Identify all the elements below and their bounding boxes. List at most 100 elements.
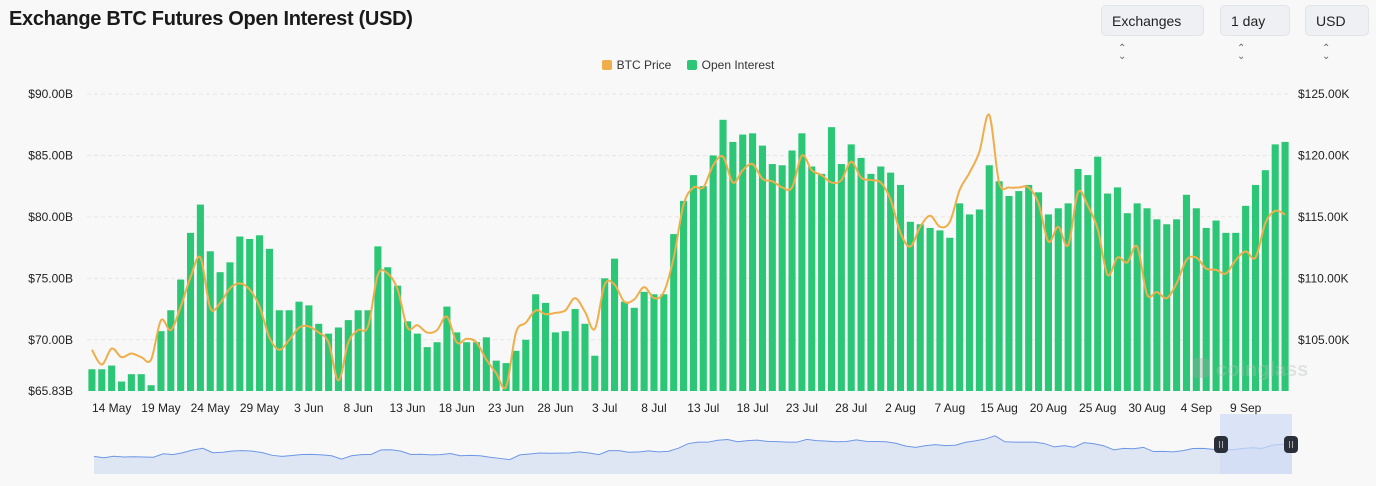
open-interest-bar[interactable] <box>946 237 954 391</box>
legend-item-btc-price[interactable]: BTC Price <box>601 58 671 72</box>
currency-select[interactable]: USD ⌃ ⌄ <box>1305 5 1369 62</box>
open-interest-bar[interactable] <box>443 306 451 391</box>
navigator-handle[interactable] <box>1214 436 1228 453</box>
open-interest-bar[interactable] <box>1015 191 1023 391</box>
open-interest-bar[interactable] <box>788 150 796 391</box>
legend-item-open-interest[interactable]: Open Interest <box>686 58 774 72</box>
open-interest-bar[interactable] <box>206 251 214 391</box>
open-interest-bar[interactable] <box>956 203 964 391</box>
open-interest-bar[interactable] <box>1261 170 1269 391</box>
open-interest-bar[interactable] <box>137 374 145 391</box>
open-interest-bar[interactable] <box>1025 184 1033 391</box>
open-interest-bar[interactable] <box>512 350 520 391</box>
open-interest-bar[interactable] <box>995 181 1003 391</box>
open-interest-bar[interactable] <box>827 127 836 391</box>
open-interest-bar[interactable] <box>541 302 550 391</box>
open-interest-bar[interactable] <box>1212 220 1220 391</box>
open-interest-bar[interactable] <box>167 310 175 391</box>
open-interest-bar[interactable] <box>334 327 342 391</box>
open-interest-bar[interactable] <box>117 381 126 391</box>
open-interest-bar[interactable] <box>453 332 461 391</box>
open-interest-bar[interactable] <box>315 323 323 391</box>
open-interest-bar[interactable] <box>768 164 776 391</box>
open-interest-bar[interactable] <box>1192 208 1200 391</box>
open-interest-bar[interactable] <box>295 301 303 391</box>
open-interest-bar[interactable] <box>719 119 727 391</box>
open-interest-bar[interactable] <box>216 272 224 391</box>
open-interest-bar[interactable] <box>1222 232 1230 391</box>
open-interest-bar[interactable] <box>857 157 865 391</box>
open-interest-bar[interactable] <box>1074 168 1082 391</box>
open-interest-bar[interactable] <box>551 332 559 391</box>
open-interest-bar[interactable] <box>403 321 412 391</box>
open-interest-bar[interactable] <box>620 301 628 391</box>
open-interest-bar[interactable] <box>985 165 993 391</box>
open-interest-bar[interactable] <box>502 363 510 391</box>
open-interest-bar[interactable] <box>916 224 924 391</box>
open-interest-bar[interactable] <box>88 369 96 391</box>
open-interest-bar[interactable] <box>492 360 500 391</box>
open-interest-bar[interactable] <box>778 165 786 391</box>
open-interest-bar[interactable] <box>965 214 974 391</box>
open-interest-bar[interactable] <box>975 209 983 391</box>
open-interest-bar[interactable] <box>265 248 273 391</box>
interval-select[interactable]: 1 day ⌃ ⌄ <box>1220 5 1290 62</box>
open-interest-bar[interactable] <box>394 285 402 391</box>
open-interest-bar[interactable] <box>729 141 737 391</box>
open-interest-bar[interactable] <box>798 133 806 391</box>
open-interest-bar[interactable] <box>157 331 165 391</box>
open-interest-bar[interactable] <box>680 200 688 391</box>
open-interest-bar[interactable] <box>758 145 767 391</box>
open-interest-bar[interactable] <box>630 307 638 391</box>
btc-price-line[interactable] <box>91 113 1286 390</box>
open-interest-bar[interactable] <box>384 267 392 391</box>
open-interest-bar[interactable] <box>906 221 914 391</box>
open-interest-bar[interactable] <box>532 294 540 391</box>
open-interest-bar[interactable] <box>610 258 619 391</box>
open-interest-bar[interactable] <box>670 234 678 391</box>
open-interest-bar[interactable] <box>689 175 697 391</box>
open-interest-bar[interactable] <box>581 323 589 391</box>
open-interest-bar[interactable] <box>374 246 382 391</box>
open-interest-bar[interactable] <box>246 238 254 391</box>
open-interest-bar[interactable] <box>709 155 717 391</box>
open-interest-bar[interactable] <box>482 337 490 391</box>
open-interest-bar[interactable] <box>1104 193 1112 391</box>
open-interest-bar[interactable] <box>522 339 530 391</box>
open-interest-bar[interactable] <box>226 262 234 391</box>
open-interest-bar[interactable] <box>1005 195 1013 391</box>
open-interest-bar[interactable] <box>867 173 875 391</box>
open-interest-bar[interactable] <box>887 172 895 391</box>
open-interest-bar[interactable] <box>591 355 599 391</box>
open-interest-bar[interactable] <box>1084 175 1092 391</box>
open-interest-bar[interactable] <box>837 164 845 391</box>
open-interest-bar[interactable] <box>433 342 441 391</box>
open-interest-bar[interactable] <box>699 186 707 391</box>
open-interest-bar[interactable] <box>1064 203 1072 391</box>
open-interest-bar[interactable] <box>1173 219 1181 391</box>
open-interest-bar[interactable] <box>1044 214 1052 391</box>
open-interest-bar[interactable] <box>601 278 609 391</box>
open-interest-bar[interactable] <box>1153 219 1161 391</box>
open-interest-bar[interactable] <box>561 331 569 391</box>
open-interest-bar[interactable] <box>1163 224 1171 391</box>
open-interest-bar[interactable] <box>640 291 648 391</box>
open-interest-bar[interactable] <box>344 320 352 391</box>
open-interest-bar[interactable] <box>1251 184 1260 391</box>
open-interest-bar[interactable] <box>147 385 155 391</box>
navigator-handle[interactable] <box>1284 436 1298 453</box>
open-interest-bar[interactable] <box>749 133 757 391</box>
open-interest-bar[interactable] <box>236 236 244 391</box>
open-interest-bar[interactable] <box>926 227 934 391</box>
open-interest-bar[interactable] <box>818 173 826 391</box>
open-interest-bar[interactable] <box>423 347 431 391</box>
navigator-selection[interactable] <box>1220 414 1292 474</box>
open-interest-bar[interactable] <box>660 294 668 391</box>
open-interest-bar[interactable] <box>1143 208 1151 391</box>
open-interest-bar[interactable] <box>305 305 313 391</box>
open-interest-bar[interactable] <box>1242 205 1250 391</box>
open-interest-bar[interactable] <box>896 184 905 391</box>
open-interest-bar[interactable] <box>463 342 471 391</box>
open-interest-bar[interactable] <box>413 333 421 391</box>
open-interest-bar[interactable] <box>650 294 658 391</box>
